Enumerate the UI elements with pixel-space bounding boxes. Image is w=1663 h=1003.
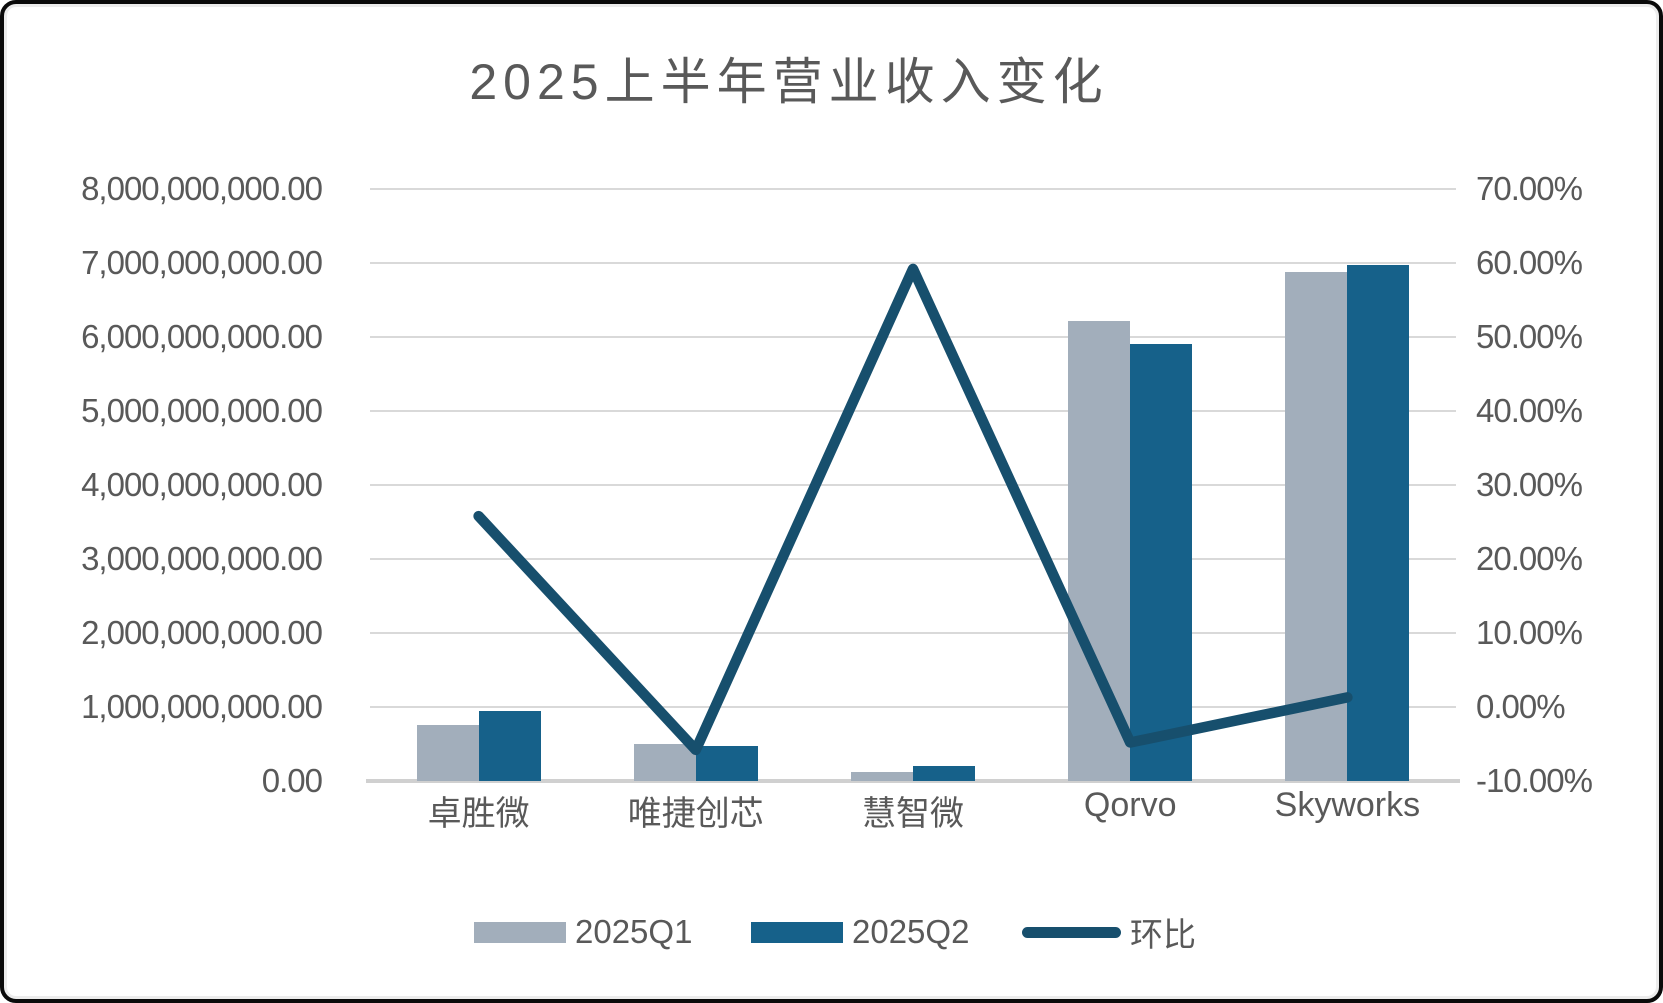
right-axis-tick-label: 60.00% — [1476, 244, 1583, 281]
left-axis-tick-label: 4,000,000,000.00 — [81, 466, 323, 503]
gridline — [370, 262, 1456, 264]
x-axis-line — [366, 779, 1460, 783]
right-axis-tick-label: -10.00% — [1476, 762, 1593, 799]
right-axis-tick-label: 70.00% — [1476, 170, 1583, 207]
right-axis-tick-label: 10.00% — [1476, 614, 1583, 651]
left-axis-tick-label: 6,000,000,000.00 — [81, 318, 323, 355]
left-axis-tick-label: 1,000,000,000.00 — [81, 688, 323, 725]
left-axis-tick-label: 3,000,000,000.00 — [81, 540, 323, 577]
x-axis-category-label: 唯捷创芯 — [627, 795, 764, 833]
right-axis-tick-label: 40.00% — [1476, 392, 1583, 429]
bar-2025Q1-慧智微 — [851, 771, 913, 781]
left-axis-tick-label: 7,000,000,000.00 — [81, 244, 323, 281]
gridline — [370, 188, 1456, 190]
bar-2025Q1-Qorvo — [1068, 320, 1131, 781]
right-axis-tick-label: 50.00% — [1476, 318, 1583, 355]
plot-area: 8,000,000,000.00 70.00% 7,000,000,000.00 60… — [4, 4, 1659, 999]
right-axis-tick-label: 0.00% — [1476, 688, 1566, 725]
left-axis-tick-label: 0.00 — [261, 762, 323, 799]
bar-2025Q2-Skyworks — [1347, 265, 1410, 781]
right-axis-tick-label: 30.00% — [1476, 466, 1583, 503]
left-axis-tick-label: 5,000,000,000.00 — [81, 392, 323, 429]
x-axis-category-label: Skyworks — [1274, 786, 1421, 824]
bar-2025Q2-慧智微 — [913, 766, 975, 781]
x-axis-category-label: Qorvo — [1083, 786, 1177, 824]
bar-2025Q1-唯捷创芯 — [633, 744, 696, 781]
chart-title: 2025上半年营业收入变化 — [469, 54, 1109, 110]
bar-2025Q2-唯捷创芯 — [695, 746, 758, 781]
x-axis-category-label: 卓胜微 — [427, 795, 530, 833]
left-axis-tick-label: 2,000,000,000.00 — [81, 614, 323, 651]
bar-2025Q1-Skyworks — [1285, 271, 1348, 781]
x-axis-category-label: 慧智微 — [861, 795, 964, 833]
left-axis-tick-label: 8,000,000,000.00 — [81, 170, 323, 207]
bar-2025Q1-卓胜微 — [416, 725, 479, 781]
bar-2025Q2-卓胜微 — [478, 710, 541, 781]
bar-2025Q2-Qorvo — [1130, 343, 1193, 781]
right-axis-tick-label: 20.00% — [1476, 540, 1583, 577]
